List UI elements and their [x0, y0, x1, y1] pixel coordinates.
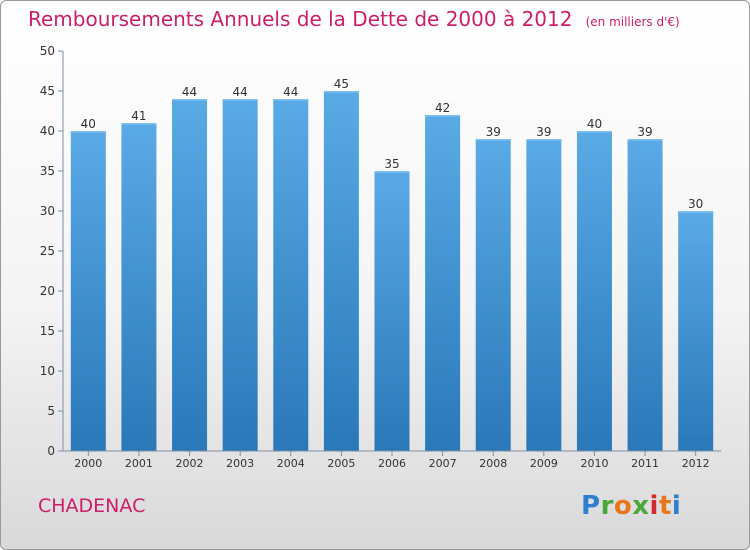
bar-top-highlight: [121, 123, 157, 125]
data-label-2010: 40: [587, 117, 602, 131]
bar-2007: [425, 115, 461, 451]
bar-top-highlight: [374, 171, 410, 173]
x-tick-label-2005: 2005: [327, 457, 355, 470]
bar-2001: [121, 123, 157, 451]
x-tick-label-2004: 2004: [277, 457, 305, 470]
bar-top-highlight: [678, 211, 714, 213]
chart-title: Remboursements Annuels de la Dette de 20…: [28, 7, 680, 31]
proxiti-logo[interactable]: Proxiti: [581, 491, 682, 521]
x-tick-label-2002: 2002: [176, 457, 204, 470]
bars-layer: 40 41 44 44 44 45 35 42 39 39 40 39 30: [70, 77, 714, 451]
y-tick-label-35: 35: [40, 164, 55, 178]
data-label-2003: 44: [233, 85, 248, 99]
axes-layer: 2000 2001 2002 2003 2004 2005 2006 2007 2008 2009…: [40, 44, 721, 470]
bar-top-highlight: [273, 99, 309, 101]
bar-2009: [526, 139, 562, 451]
bar-2011: [627, 139, 663, 451]
y-tick-label-5: 5: [47, 404, 55, 418]
title-text: Remboursements Annuels de la Dette de 20…: [28, 7, 573, 31]
x-tick-label-2006: 2006: [378, 457, 406, 470]
x-tick-label-2001: 2001: [125, 457, 153, 470]
bar-2004: [273, 99, 309, 451]
x-tick-label-2000: 2000: [74, 457, 102, 470]
bar-2005: [323, 91, 359, 451]
commune-name: CHADENAC: [38, 495, 146, 517]
x-tick-label-2007: 2007: [429, 457, 457, 470]
data-label-2007: 42: [435, 101, 450, 115]
bar-top-highlight: [576, 131, 612, 133]
bar-top-highlight: [526, 139, 562, 141]
y-tick-label-10: 10: [40, 364, 55, 378]
data-label-2012: 30: [688, 197, 703, 211]
bar-2010: [576, 131, 612, 451]
x-tick-label-2009: 2009: [530, 457, 558, 470]
bar-top-highlight: [425, 115, 461, 117]
data-label-2005: 45: [334, 77, 349, 91]
x-tick-label-2003: 2003: [226, 457, 254, 470]
data-label-2004: 44: [283, 85, 298, 99]
bar-2006: [374, 171, 410, 451]
bar-top-highlight: [70, 131, 106, 133]
data-label-2000: 40: [81, 117, 96, 131]
bar-top-highlight: [172, 99, 208, 101]
bar-2003: [222, 99, 258, 451]
bar-2008: [475, 139, 511, 451]
bar-2002: [172, 99, 208, 451]
x-tick-label-2010: 2010: [580, 457, 608, 470]
x-tick-label-2011: 2011: [631, 457, 659, 470]
y-tick-label-25: 25: [40, 244, 55, 258]
y-tick-label-0: 0: [47, 444, 55, 458]
data-label-2011: 39: [637, 125, 652, 139]
y-tick-label-45: 45: [40, 84, 55, 98]
bar-top-highlight: [627, 139, 663, 141]
data-label-2001: 41: [131, 109, 146, 123]
data-label-2002: 44: [182, 85, 197, 99]
bar-top-highlight: [475, 139, 511, 141]
y-tick-label-15: 15: [40, 324, 55, 338]
x-tick-label-2008: 2008: [479, 457, 507, 470]
y-tick-label-30: 30: [40, 204, 55, 218]
y-tick-label-40: 40: [40, 124, 55, 138]
x-tick-label-2012: 2012: [682, 457, 710, 470]
bar-top-highlight: [222, 99, 258, 101]
y-tick-label-50: 50: [40, 44, 55, 58]
bar-2000: [70, 131, 106, 451]
y-tick-label-20: 20: [40, 284, 55, 298]
bar-top-highlight: [323, 91, 359, 93]
bar-2012: [678, 211, 714, 451]
data-label-2006: 35: [384, 157, 399, 171]
data-label-2008: 39: [486, 125, 501, 139]
unit-note: (en milliers d'€): [585, 15, 680, 29]
data-label-2009: 39: [536, 125, 551, 139]
